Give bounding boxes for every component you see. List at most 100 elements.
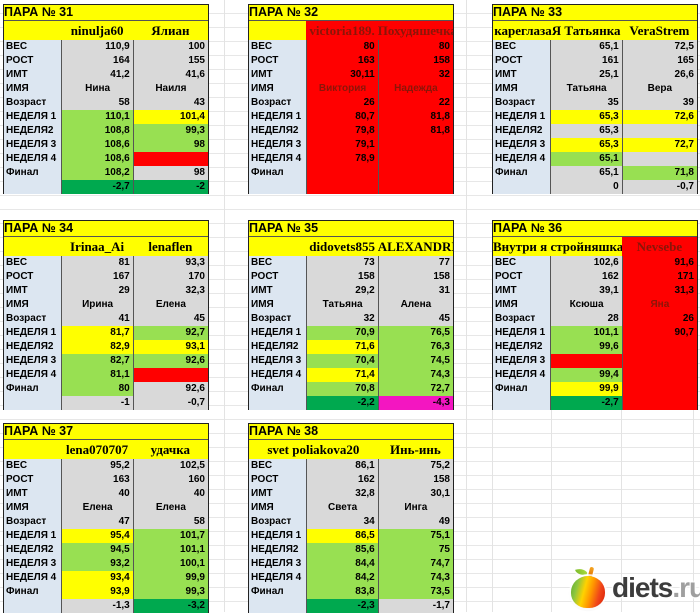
row-label-cell[interactable]: НЕДЕЛЯ 3 [493, 138, 551, 152]
row-label-cell[interactable]: НЕДЕЛЯ 1 [249, 326, 307, 340]
value-cell[interactable]: 41,2 [61, 68, 133, 82]
value-cell[interactable]: 92,6 [132, 354, 208, 368]
username-cell[interactable]: ninulja60 [61, 21, 133, 40]
row-label-cell[interactable]: ИМТ [493, 68, 551, 82]
value-cell[interactable]: 161 [550, 54, 622, 68]
value-cell[interactable]: 65,3 [550, 110, 622, 124]
row-label-cell[interactable]: ИМЯ [249, 501, 307, 515]
pair-title[interactable]: ПАРА № 31 [4, 5, 208, 20]
username-cell[interactable]: victoria189. [306, 21, 378, 40]
value-cell[interactable]: Татьяна [306, 298, 378, 312]
value-cell[interactable]: 167 [61, 270, 133, 284]
value-cell[interactable]: 94,5 [61, 543, 133, 557]
row-label-cell[interactable]: ИМТ [249, 284, 307, 298]
value-cell[interactable]: 101,4 [132, 110, 208, 124]
value-cell[interactable]: 170 [132, 270, 208, 284]
value-cell[interactable]: -2,2 [306, 396, 378, 410]
value-cell[interactable]: 40 [61, 487, 133, 501]
pair-title[interactable]: ПАРА № 33 [493, 5, 697, 20]
row-label-cell[interactable]: Возраст [493, 96, 551, 110]
row-label-cell[interactable]: Финал [249, 585, 307, 599]
row-label-cell[interactable]: НЕДЕЛЯ 4 [249, 368, 307, 382]
value-cell[interactable]: 72,5 [621, 40, 697, 54]
value-cell[interactable]: 101,7 [132, 529, 208, 543]
value-cell[interactable]: 93,2 [61, 557, 133, 571]
value-cell[interactable]: 102,6 [550, 256, 622, 270]
row-label-cell[interactable]: ИМТ [493, 284, 551, 298]
value-cell[interactable]: 75 [377, 543, 453, 557]
value-cell[interactable]: 80,7 [306, 110, 378, 124]
value-cell[interactable]: 65,1 [550, 152, 622, 166]
value-cell[interactable]: 84,2 [306, 571, 378, 585]
row-label-cell[interactable]: ВЕС [4, 40, 62, 54]
value-cell[interactable]: 77 [377, 256, 453, 270]
value-cell[interactable]: 158 [377, 54, 453, 68]
value-cell[interactable]: 80 [377, 40, 453, 54]
value-cell[interactable]: 85,6 [306, 543, 378, 557]
row-label-cell[interactable]: ВЕС [249, 256, 307, 270]
row-label-cell[interactable]: ВЕС [4, 459, 62, 473]
pair-title[interactable]: ПАРА № 37 [4, 424, 208, 439]
row-label-cell[interactable]: НЕДЕЛЯ2 [493, 124, 551, 138]
username-cell[interactable]: didovets855 [306, 237, 378, 256]
row-label-cell[interactable]: Финал [4, 585, 62, 599]
value-cell[interactable]: 72,7 [377, 382, 453, 396]
username-cell[interactable]: lenaflen [132, 237, 208, 256]
row-label-cell[interactable]: ИМТ [4, 487, 62, 501]
value-cell[interactable]: -1,3 [61, 599, 133, 613]
value-cell[interactable]: 65,3 [550, 124, 622, 138]
value-cell[interactable]: -2,3 [306, 599, 378, 613]
value-cell[interactable]: 95,2 [61, 459, 133, 473]
row-label-cell[interactable]: Финал [493, 382, 551, 396]
value-cell[interactable]: -1,7 [377, 599, 453, 613]
value-cell[interactable]: Елена [132, 298, 208, 312]
names-row-label-cell[interactable] [249, 21, 307, 40]
value-cell[interactable]: -1 [61, 396, 133, 410]
row-label-cell[interactable]: РОСТ [249, 473, 307, 487]
row-label-cell[interactable]: НЕДЕЛЯ 3 [493, 354, 551, 368]
names-row-label-cell[interactable] [4, 440, 62, 459]
row-label-cell[interactable]: РОСТ [4, 270, 62, 284]
value-cell[interactable]: 39 [621, 96, 697, 110]
value-cell[interactable]: 95,4 [61, 529, 133, 543]
value-cell[interactable]: 100 [132, 40, 208, 54]
value-cell[interactable]: Татьяна [550, 82, 622, 96]
value-cell[interactable]: Елена [132, 501, 208, 515]
row-label-cell[interactable]: НЕДЕЛЯ 4 [493, 152, 551, 166]
value-cell[interactable]: 31,3 [621, 284, 697, 298]
value-cell[interactable]: 162 [306, 473, 378, 487]
value-cell[interactable] [621, 124, 697, 138]
value-cell[interactable]: 41 [61, 312, 133, 326]
value-cell[interactable]: 110,1 [61, 110, 133, 124]
pair-title[interactable]: ПАРА № 38 [249, 424, 453, 439]
value-cell[interactable]: 80 [306, 40, 378, 54]
row-label-cell[interactable]: НЕДЕЛЯ2 [249, 543, 307, 557]
value-cell[interactable]: 108,8 [61, 124, 133, 138]
value-cell[interactable]: 93,9 [61, 585, 133, 599]
username-cell[interactable]: Nevsebe [621, 237, 697, 256]
row-label-cell[interactable]: НЕДЕЛЯ2 [493, 340, 551, 354]
row-label-cell[interactable]: ВЕС [4, 256, 62, 270]
row-label-cell[interactable]: РОСТ [4, 473, 62, 487]
pair-title[interactable]: ПАРА № 35 [249, 221, 453, 236]
row-label-cell[interactable]: ИМЯ [249, 298, 307, 312]
value-cell[interactable]: 0 [550, 180, 622, 194]
row-label-cell[interactable] [4, 396, 62, 410]
value-cell[interactable]: Ирина [61, 298, 133, 312]
value-cell[interactable]: 41,6 [132, 68, 208, 82]
value-cell[interactable]: 40 [132, 487, 208, 501]
value-cell[interactable]: Наиля [132, 82, 208, 96]
value-cell[interactable]: 71,4 [306, 368, 378, 382]
row-label-cell[interactable]: ИМЯ [249, 82, 307, 96]
value-cell[interactable]: 28 [550, 312, 622, 326]
value-cell[interactable]: 158 [306, 270, 378, 284]
value-cell[interactable]: -2,7 [61, 180, 133, 194]
value-cell[interactable] [132, 152, 208, 166]
value-cell[interactable] [377, 152, 453, 166]
username-cell[interactable]: Похудяшечка [377, 21, 453, 40]
value-cell[interactable]: 70,4 [306, 354, 378, 368]
value-cell[interactable]: 26,6 [621, 68, 697, 82]
value-cell[interactable]: 98 [132, 166, 208, 180]
username-cell[interactable]: VeraStrem [621, 21, 697, 40]
row-label-cell[interactable]: НЕДЕЛЯ 1 [4, 529, 62, 543]
